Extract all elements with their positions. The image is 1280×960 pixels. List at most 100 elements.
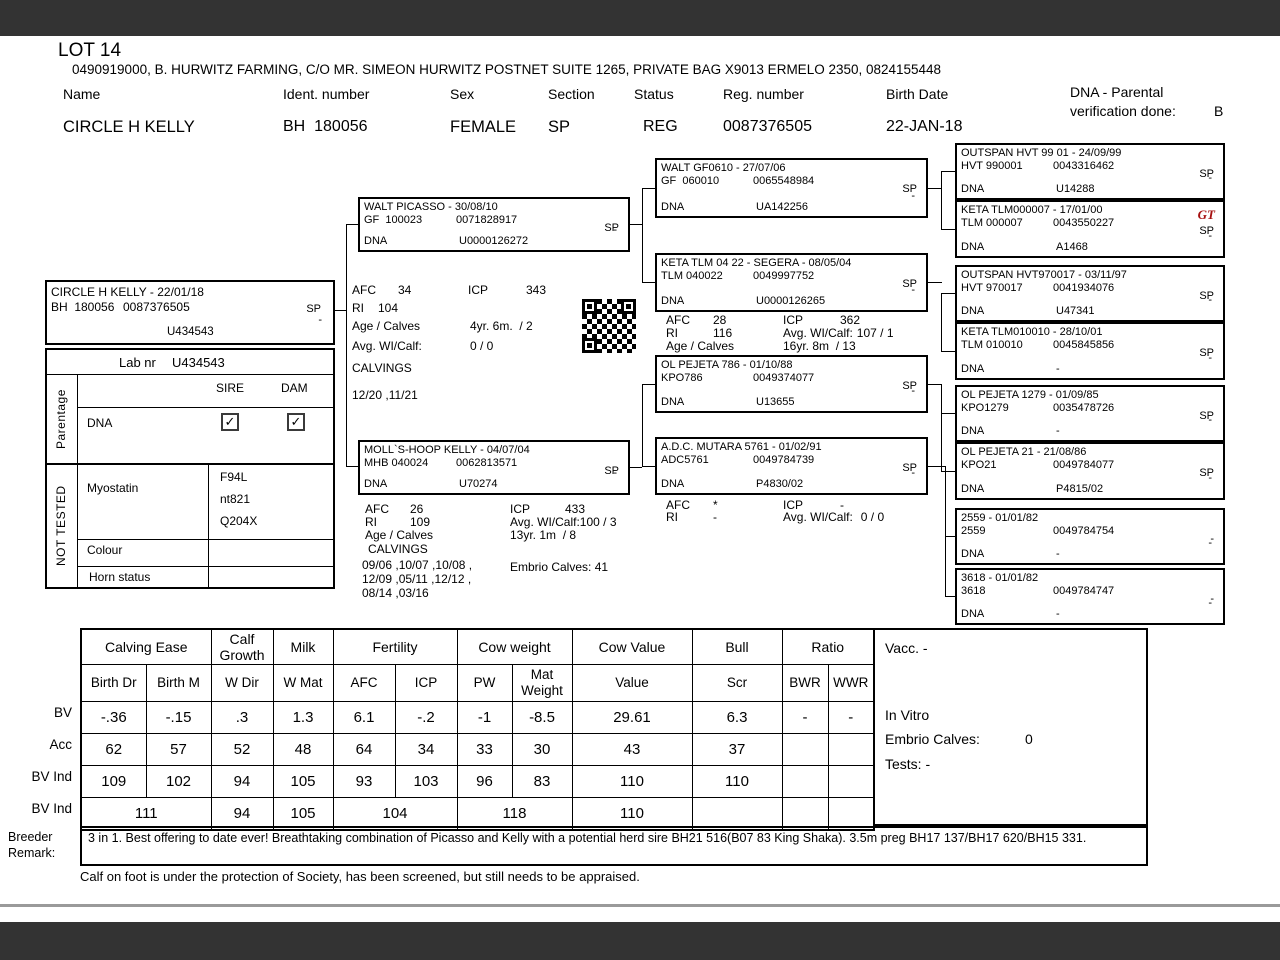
label-dna-2: verification done: [1070,103,1176,119]
cell: 43 [571,733,693,766]
lab-nr-value: U434543 [172,355,225,370]
pedigree-box: OL PEJETA 1279 - 01/09/85 KPO1279 0035478… [955,385,1225,442]
lab-number: U434543 [167,326,214,338]
horn-status-label: Horn status [89,570,151,584]
footer-note: Calf on foot is under the protection of … [80,869,640,884]
group-header: Calving Ease [80,628,212,665]
animal-title: OL PEJETA 1279 - 01/09/85 [961,389,1099,401]
animal-title: CIRCLE H KELLY - 22/01/18 [51,285,204,299]
col-header: WWR [827,664,875,702]
animal-title: WALT PICASSO - 30/08/10 [364,201,498,213]
animal-title: 3618 - 01/01/82 [961,572,1039,584]
col-header: Scr [691,664,783,702]
cell: 109 [80,765,147,798]
value-name: CIRCLE H KELLY [63,118,195,136]
cell [781,797,829,831]
cell: 96 [456,765,513,798]
pedigree-box: WALT GF0610 - 27/07/06 GF 060010 00655489… [655,158,928,218]
cell: -.2 [394,701,458,734]
cell [691,797,783,831]
label-reg: Reg. number [723,86,804,102]
top-bar [0,0,1280,36]
label-ident: Ident. number [283,86,370,102]
animal-title: OL PEJETA 786 - 01/10/88 [661,359,793,371]
myostatin-value: F94L [220,470,248,484]
cell: -.15 [145,701,212,734]
cell: - [827,701,875,734]
cell: 6.3 [691,701,783,734]
cell: 48 [272,733,334,766]
value-section: SP [548,118,571,136]
in-vitro-text: In Vitro [885,707,930,723]
colour-label: Colour [87,543,123,557]
sire-col-label: SIRE [216,381,245,395]
cell [781,733,829,766]
group-header: Ratio [781,628,875,665]
cell: 105 [272,797,334,831]
cell: 110 [571,765,693,798]
pedigree-box: OUTSPAN HVT 99 01 - 24/09/99 HVT 990001 0… [955,143,1225,200]
label-dna-1: DNA - Parental [1070,84,1164,100]
tests-text: Tests: - [885,756,931,772]
cell: 34 [394,733,458,766]
col-header: Birth Dr [80,664,147,702]
embrio-calves: Embrio Calves: 41 [510,560,609,574]
group-header: Calf Growth [210,628,274,665]
value-sex: FEMALE [450,118,517,136]
bottom-bar [0,922,1280,960]
cell: 64 [332,733,396,766]
row-label-bv: BV [53,705,72,720]
label-sex: Sex [450,86,475,102]
value-status: REG [643,118,678,135]
ebv-table: Calving Ease Calf Growth Milk Fertility … [80,628,875,831]
animal-title: 2559 - 01/01/82 [961,512,1039,524]
cell: 94 [210,797,274,831]
lab-panel: Lab nr U434543 Parentage NOT TESTED SIRE… [45,348,335,589]
cell: -.36 [80,701,147,734]
lot-number: LOT 14 [58,40,122,61]
col-header: Value [571,664,693,702]
cell: 104 [332,797,458,831]
cell: 62 [80,733,147,766]
pedigree-box-sire: WALT PICASSO - 30/08/10 GF 100023 0071828… [358,197,630,252]
animal-title: KETA TLM000007 - 17/01/00 [961,204,1103,216]
cell: 102 [145,765,212,798]
col-header: Mat Weight [511,664,573,702]
cell: 110 [571,797,693,831]
col-header: W Dir [210,664,274,702]
cell: 6.1 [332,701,396,734]
breeder-remark: 3 in 1. Best offering to date ever! Brea… [80,826,1148,866]
dam-dna-checkbox: ✓ [287,413,305,431]
cell: 52 [210,733,274,766]
group-header: Milk [272,628,334,665]
group-header: Bull [691,628,783,665]
gt-logo-icon: GT [1197,207,1215,222]
group-header: Cow weight [456,628,573,665]
owner-line: 0490919000, B. HURWITZ FARMING, C/O MR. … [72,62,942,77]
animal-title: A.D.C. MUTARA 5761 - 01/02/91 [661,441,822,453]
not-tested-label: NOT TESTED [54,485,68,567]
pedigree-box: A.D.C. MUTARA 5761 - 01/02/91 ADC5761 004… [655,437,928,495]
myostatin-value: Q204X [220,514,258,528]
breeder-label: Breeder [8,830,53,844]
embrio-calves-value: 0 [1025,731,1033,747]
embrio-calves-label: Embrio Calves: [885,731,980,747]
cell: 110 [691,765,783,798]
col-header: Birth M [145,664,212,702]
cell: -8.5 [511,701,573,734]
animal-title: MOLL`S-HOOP KELLY - 04/07/04 [364,444,530,456]
qr-code [580,297,638,355]
row-label-acc: Acc [49,737,72,752]
animal-title: OUTSPAN HVT 99 01 - 24/09/99 [961,147,1122,159]
animal-id: BH 180056 [51,300,115,314]
cell: - [781,701,829,734]
label-name: Name [63,86,101,102]
divider-rule [0,904,1280,907]
group-header: Cow Value [571,628,693,665]
animal-title: KETA TLM010010 - 28/10/01 [961,326,1103,338]
vacc-text: Vacc. - [885,640,928,656]
section-code: SP [306,303,321,315]
subject-box: CIRCLE H KELLY - 22/01/18 BH 180056 00873… [45,280,335,345]
dash: - [318,314,322,326]
cell: 33 [456,733,513,766]
